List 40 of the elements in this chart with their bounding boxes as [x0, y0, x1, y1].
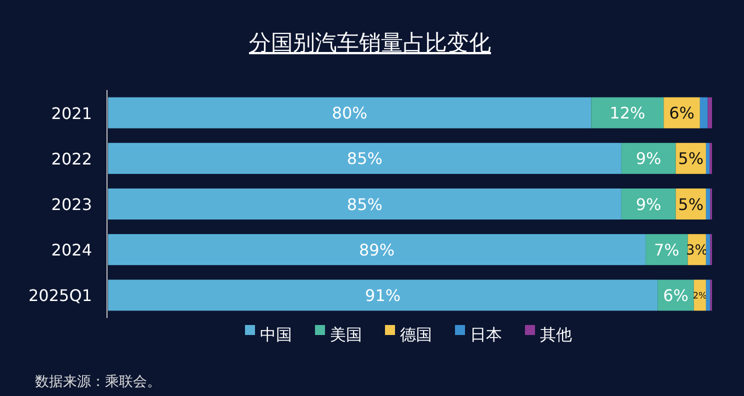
- data-label: 12%: [610, 104, 646, 123]
- bar: [108, 188, 622, 220]
- bar: [706, 280, 710, 311]
- data-label: 85%: [346, 194, 382, 214]
- bar: [646, 234, 688, 266]
- data-label: 9%: [636, 149, 662, 168]
- y-tick-label: 2024: [51, 240, 92, 260]
- bar: [706, 142, 710, 174]
- data-label: 5%: [678, 149, 704, 168]
- bar: [108, 280, 658, 311]
- bar: [108, 234, 646, 266]
- bar: [708, 97, 712, 128]
- bar: [706, 188, 710, 220]
- y-tick-label: 2025Q1: [28, 286, 92, 306]
- data-label: 85%: [346, 149, 382, 168]
- data-label: 6%: [669, 104, 694, 123]
- legend-label: 中国: [260, 325, 292, 344]
- y-tick-label: 2021: [51, 104, 92, 123]
- legend-label: 德国: [400, 325, 432, 344]
- source-note: 数据来源：乘联会。: [35, 374, 161, 390]
- data-label: 5%: [678, 194, 704, 214]
- data-label: 89%: [359, 240, 395, 260]
- y-tick-label: 2023: [51, 195, 92, 214]
- data-label: 6%: [663, 286, 688, 305]
- y-tick-label: 2022: [51, 149, 92, 168]
- bar: [108, 97, 592, 128]
- legend-label: 日本: [470, 325, 502, 344]
- legend-label: 美国: [330, 325, 362, 344]
- bar: [621, 188, 676, 220]
- bar: [621, 142, 676, 174]
- title: 分国别汽车销量占比变化: [249, 31, 491, 56]
- data-label: 9%: [636, 194, 662, 214]
- bar: [108, 142, 622, 174]
- legend-label: 其他: [540, 325, 572, 344]
- data-label: 91%: [365, 286, 401, 305]
- data-label: 80%: [332, 104, 368, 123]
- bar: [591, 97, 664, 128]
- bar: [706, 234, 710, 266]
- data-label: 7%: [654, 240, 680, 260]
- bar: [700, 97, 708, 128]
